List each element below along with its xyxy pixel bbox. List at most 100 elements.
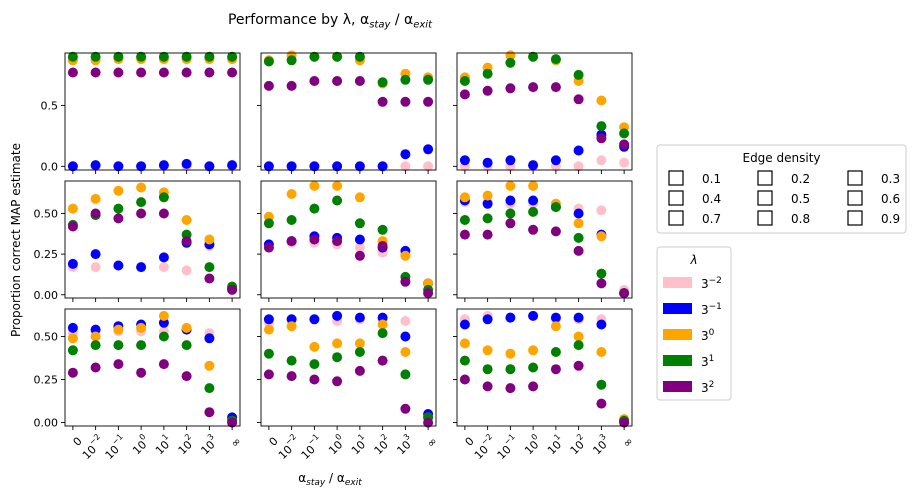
point — [400, 403, 411, 414]
panel-r1-c1 — [257, 180, 437, 302]
series-3pow1 — [67, 331, 238, 426]
point — [596, 398, 607, 409]
point — [286, 355, 297, 366]
point — [377, 355, 388, 366]
point — [158, 331, 169, 342]
x-tick-label: 103​ — [392, 432, 418, 458]
point — [505, 195, 516, 206]
series-3pow2 — [67, 208, 238, 295]
point — [332, 310, 343, 321]
point — [113, 324, 124, 335]
point — [459, 319, 470, 330]
legend-swatch — [663, 303, 692, 314]
point — [550, 312, 561, 323]
point — [354, 242, 365, 253]
point — [113, 213, 124, 224]
point — [400, 161, 411, 172]
point — [377, 312, 388, 323]
legend-marker — [847, 170, 863, 186]
point — [423, 144, 434, 155]
legend-label: 0.7 — [702, 212, 721, 226]
point — [67, 367, 78, 378]
point — [528, 345, 539, 356]
y-tick-label: 0.25 — [34, 248, 59, 261]
point — [309, 161, 320, 172]
point — [158, 310, 169, 321]
point — [136, 367, 147, 378]
point — [332, 180, 343, 191]
point — [67, 221, 78, 232]
point — [263, 324, 274, 335]
point — [113, 203, 124, 214]
point — [90, 160, 101, 171]
point — [354, 192, 365, 203]
panel-frame — [64, 180, 241, 299]
point — [263, 348, 274, 359]
series-3pow2 — [459, 360, 630, 428]
point — [528, 310, 539, 321]
point — [596, 268, 607, 279]
x-tick-label: 101​ — [346, 432, 372, 458]
series-3pow2 — [263, 234, 434, 299]
point — [227, 67, 238, 78]
point — [181, 236, 192, 247]
point — [459, 76, 470, 86]
point — [309, 51, 320, 62]
point — [309, 203, 320, 214]
point — [550, 202, 561, 212]
point — [550, 347, 561, 357]
point — [377, 241, 388, 251]
point — [263, 314, 274, 325]
point — [90, 208, 101, 219]
point — [332, 338, 343, 349]
point — [158, 160, 169, 171]
x-tick-label: 10−2​ — [469, 432, 499, 462]
point — [400, 250, 411, 261]
point — [332, 195, 343, 206]
point — [136, 182, 147, 193]
panel-frame — [456, 52, 633, 171]
point — [67, 345, 78, 356]
point — [528, 224, 539, 235]
point — [204, 407, 215, 418]
point — [309, 234, 320, 245]
legend-frame — [656, 246, 732, 401]
point — [286, 321, 297, 332]
point — [181, 158, 192, 169]
legend-label: 30​ — [701, 328, 715, 343]
point — [90, 362, 101, 373]
point — [90, 324, 101, 335]
point — [596, 278, 607, 289]
y-tick-label: 0.00 — [34, 289, 59, 302]
point — [204, 333, 215, 344]
point — [158, 51, 169, 62]
point — [90, 340, 101, 351]
point — [573, 69, 584, 80]
legend-label: 3−1​ — [701, 302, 722, 317]
point — [573, 218, 584, 229]
point — [459, 229, 470, 240]
point — [459, 215, 470, 225]
legend-label: 0.6 — [881, 192, 900, 206]
point — [550, 54, 561, 65]
panel-r0-c1 — [257, 50, 437, 174]
point — [263, 242, 274, 253]
y-axis-label: Proportion correct MAP estimate — [9, 143, 23, 337]
x-tick-label: 10−1​ — [100, 432, 130, 462]
point — [573, 360, 584, 371]
point — [309, 314, 320, 325]
point — [400, 149, 411, 160]
point — [505, 57, 516, 68]
point — [204, 161, 215, 172]
x-tick-label: 0 — [267, 435, 281, 449]
point — [596, 155, 607, 166]
series-3pow2 — [263, 76, 434, 107]
point — [158, 192, 169, 203]
point — [309, 180, 320, 191]
point — [90, 331, 101, 342]
point — [332, 76, 343, 86]
point — [596, 133, 607, 144]
legend-frame — [656, 144, 907, 234]
point — [181, 215, 192, 225]
